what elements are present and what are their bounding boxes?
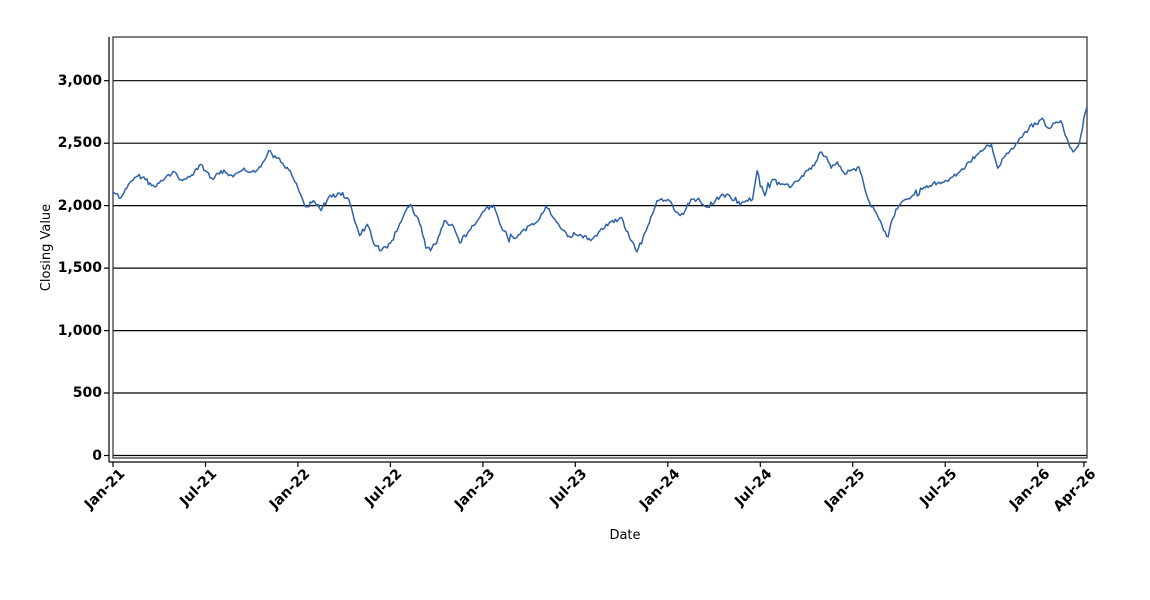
y-tick-label: 0 [92, 447, 102, 464]
y-tick-label: 3,000 [57, 72, 102, 89]
x-axis-title: Date [609, 528, 641, 543]
y-tick-label: 1,500 [57, 260, 102, 277]
y-tick-label: 500 [72, 385, 102, 402]
y-tick-label: 2,000 [57, 197, 102, 214]
y-tick-label: 2,500 [57, 135, 102, 152]
series-line [113, 106, 1087, 253]
plot-border [112, 36, 1088, 459]
y-tick-label: 1,000 [57, 322, 102, 339]
